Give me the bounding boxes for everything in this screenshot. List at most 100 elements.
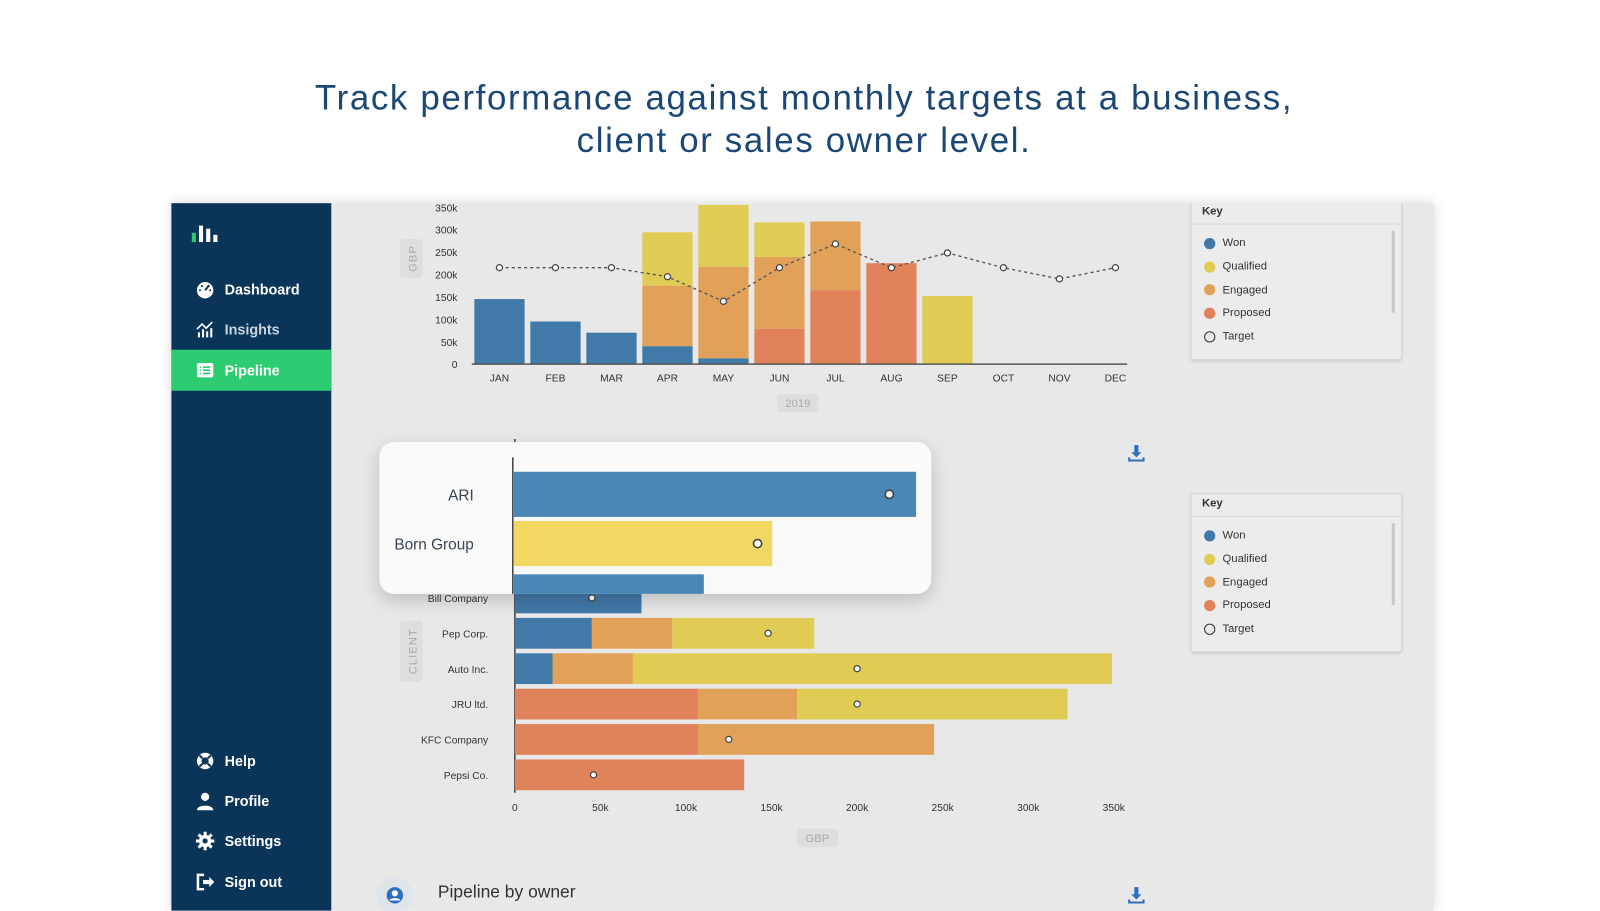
- lifebuoy-icon: [196, 752, 214, 770]
- target-point: [943, 249, 952, 257]
- owner-user-icon: [376, 876, 414, 911]
- key-label: Won: [1222, 237, 1246, 250]
- key-label: Qualified: [1222, 260, 1268, 273]
- x-tick-label: 0: [512, 803, 518, 814]
- download-icon[interactable]: [1127, 444, 1145, 462]
- x-tick-label: 250k: [932, 803, 955, 814]
- key-item-target: Target: [1204, 325, 1401, 348]
- x-tick-label: 150k: [760, 803, 783, 814]
- bar-proposed-jun: [754, 328, 805, 365]
- key-item-qualified: Qualified: [1204, 547, 1401, 570]
- bar-engaged-may: [698, 266, 749, 359]
- bar-qualified: [632, 653, 1113, 685]
- y-tick-label: 100k: [435, 315, 458, 326]
- bar-qualified-may: [698, 204, 749, 267]
- x-tick-label: SEP: [937, 374, 958, 385]
- sidebar-item-help[interactable]: Help: [171, 740, 331, 781]
- headline: Track performance against monthly target…: [0, 78, 1600, 162]
- key-item-engaged: Engaged: [1204, 278, 1401, 301]
- y-tick-label: 50k: [441, 338, 458, 349]
- target-point: [719, 297, 728, 306]
- sidebar-item-sign-out[interactable]: Sign out: [171, 862, 331, 903]
- category-label: Born Group: [394, 537, 473, 554]
- x-tick-label: AUG: [880, 374, 902, 385]
- key-label: Engaged: [1222, 283, 1268, 297]
- x-tick-label: OCT: [993, 374, 1015, 385]
- sidebar-item-label: Sign out: [224, 873, 283, 891]
- scrollbar[interactable]: [1391, 230, 1395, 313]
- target-point: [999, 264, 1008, 272]
- target-point: [884, 489, 895, 500]
- x-tick-label: APR: [657, 374, 678, 385]
- y-axis-label: CLIENT: [407, 628, 419, 674]
- y-tick-label: 300k: [435, 226, 458, 237]
- bar-proposed: [514, 688, 698, 720]
- target-point: [1111, 264, 1120, 272]
- key-label: Qualified: [1222, 552, 1268, 566]
- sidebar-item-pipeline[interactable]: Pipeline: [171, 349, 332, 391]
- key-item-engaged: Engaged: [1204, 571, 1401, 594]
- bar-proposed: [514, 759, 745, 791]
- sidebar-item-label: Pipeline: [224, 362, 280, 379]
- bar-won: [513, 574, 704, 595]
- sidebar-item-label: Settings: [224, 832, 282, 850]
- x-axis-label: 2019: [785, 398, 810, 410]
- key-item-proposed: Proposed: [1204, 594, 1401, 617]
- target-point: [1055, 275, 1064, 283]
- gauge-icon: [196, 282, 214, 299]
- y-tick-label: 350k: [435, 203, 458, 214]
- target-point: [495, 264, 504, 272]
- key-title: Key: [1191, 203, 1401, 225]
- bar-proposed: [514, 724, 698, 755]
- x-tick-label: 200k: [846, 803, 869, 814]
- x-axis-label: GBP: [806, 833, 830, 845]
- bar-won-may: [698, 358, 749, 365]
- won-swatch-icon: [1204, 530, 1216, 542]
- x-tick-label: JAN: [490, 374, 509, 385]
- y-tick-label: 200k: [435, 271, 458, 282]
- sidebar-item-dashboard[interactable]: Dashboard: [171, 269, 331, 310]
- key-item-proposed: Proposed: [1204, 302, 1401, 325]
- sidebar: Dashboard Insights Pipeline Help Profile Sett…: [171, 203, 332, 911]
- sidebar-item-insights[interactable]: Insights: [171, 309, 331, 350]
- bar-qualified: [672, 617, 815, 649]
- list-icon: [196, 363, 214, 378]
- key-label: Proposed: [1222, 307, 1271, 320]
- target-point: [725, 735, 733, 744]
- key-title: Key: [1191, 494, 1401, 517]
- key-legend-monthly: Key Won Qualified Engaged Proposed Target: [1190, 203, 1402, 360]
- bar-qualified: [513, 521, 773, 567]
- x-tick-label: 300k: [1017, 803, 1040, 814]
- download-icon[interactable]: [1127, 886, 1145, 904]
- engaged-swatch-icon: [1204, 576, 1216, 588]
- target-point: [887, 264, 896, 272]
- category-label: Pepsi Co.: [444, 771, 488, 782]
- sidebar-item-profile[interactable]: Profile: [171, 780, 331, 821]
- category-label: ARI: [448, 487, 474, 504]
- bar-qualified-jun: [754, 222, 805, 257]
- scrollbar[interactable]: [1391, 523, 1395, 606]
- logo: [191, 225, 218, 243]
- bar-won-feb: [530, 321, 581, 365]
- x-tick-label: DEC: [1105, 374, 1127, 385]
- category-label: Auto Inc.: [448, 665, 488, 676]
- sidebar-item-label: Insights: [224, 321, 280, 338]
- headline-line-2: client or sales owner level.: [576, 121, 1032, 160]
- engaged-swatch-icon: [1204, 284, 1216, 296]
- key-label: Won: [1222, 529, 1246, 542]
- category-label: JRU ltd.: [452, 700, 488, 711]
- target-point: [831, 240, 840, 248]
- target-point: [589, 771, 598, 779]
- sidebar-item-settings[interactable]: Settings: [171, 820, 331, 861]
- bar-proposed-jul: [810, 290, 861, 365]
- chart-line-icon: [196, 321, 213, 338]
- bar-won: [513, 471, 917, 517]
- key-label: Engaged: [1222, 576, 1268, 589]
- bar-won-apr: [642, 346, 693, 365]
- target-swatch-icon: [1204, 623, 1216, 635]
- key-item-won: Won: [1204, 524, 1401, 547]
- x-tick-label: 100k: [675, 803, 698, 814]
- qualified-swatch-icon: [1204, 553, 1216, 565]
- bar-won: [514, 617, 592, 649]
- key-item-qualified: Qualified: [1204, 255, 1401, 278]
